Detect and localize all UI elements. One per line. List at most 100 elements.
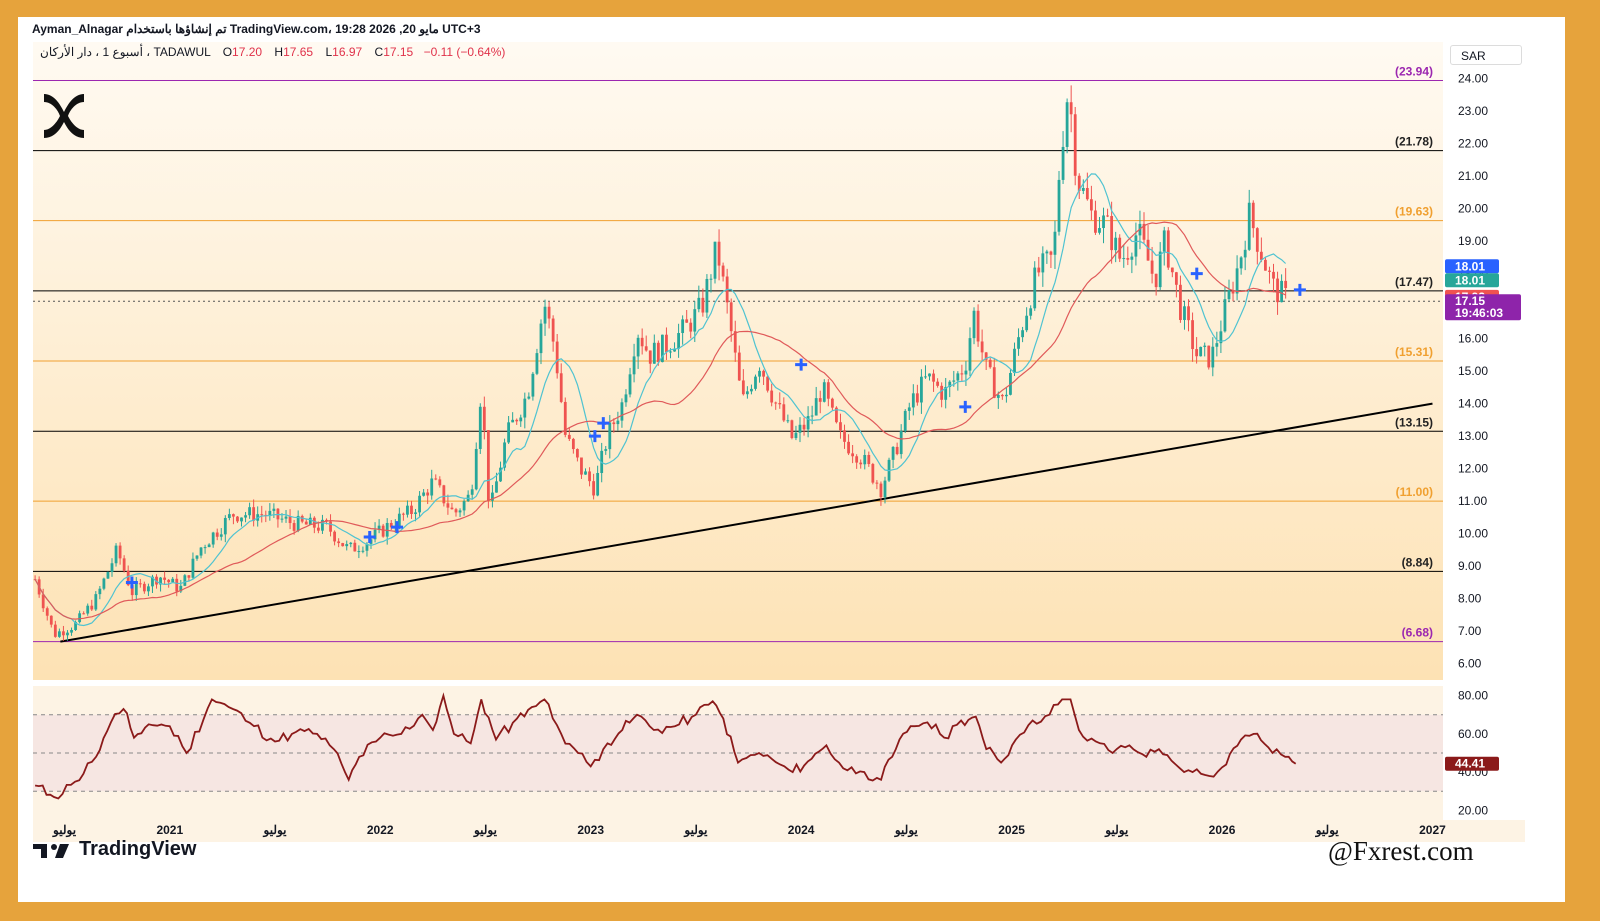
candle-body xyxy=(499,467,502,482)
candle-body xyxy=(697,297,701,310)
candle-body xyxy=(652,342,656,364)
candle-body xyxy=(669,351,672,353)
candle-body xyxy=(1037,267,1041,273)
candle-body xyxy=(110,563,114,573)
candle-body xyxy=(1162,230,1166,252)
candle-body xyxy=(1017,337,1020,349)
price-tag-3 xyxy=(1445,294,1521,321)
rsi-y-tick-3: 80.00 xyxy=(1458,689,1488,703)
candle-body xyxy=(656,342,660,363)
x-tick-11: 2026 xyxy=(1209,823,1236,837)
x-axis-bg xyxy=(33,820,1525,842)
candle-body xyxy=(1219,331,1223,344)
candle-body xyxy=(980,341,984,353)
candle-body xyxy=(365,543,369,551)
candle-body xyxy=(636,337,640,357)
signal-marker-1 xyxy=(363,530,376,543)
candle-body xyxy=(1150,260,1154,274)
candle-body xyxy=(584,471,587,475)
candle-body xyxy=(155,576,158,585)
rsi-value-text: 44.41 xyxy=(1455,757,1485,771)
rsi-line xyxy=(34,692,1297,800)
candle-body xyxy=(280,518,284,520)
candle-body xyxy=(681,319,685,334)
signal-marker-3 xyxy=(588,430,601,443)
candle-body xyxy=(284,516,288,519)
y-tick-7: 13.00 xyxy=(1458,429,1488,443)
candle-body xyxy=(138,583,142,585)
candle-body xyxy=(167,579,171,583)
candle-body xyxy=(304,521,308,525)
candle-body xyxy=(555,341,559,374)
candle-body xyxy=(211,532,215,545)
candle-body xyxy=(1013,348,1016,373)
candle-body xyxy=(790,420,794,439)
x-tick-0: يوليو xyxy=(52,823,77,838)
candle-body xyxy=(758,370,761,377)
candle-body xyxy=(232,514,235,517)
candle-body xyxy=(1187,306,1190,321)
candle-body xyxy=(122,558,126,571)
candles xyxy=(33,85,1288,641)
candle-body xyxy=(717,241,721,266)
candle-body xyxy=(810,415,814,417)
candle-body xyxy=(482,406,486,431)
candle-body xyxy=(454,509,458,513)
candle-body xyxy=(992,367,996,398)
candle-body xyxy=(70,629,73,633)
level-label-2: (19.63) xyxy=(1395,205,1433,219)
candle-body xyxy=(952,380,956,382)
candle-body xyxy=(956,373,960,381)
candle-body xyxy=(1073,114,1077,176)
ohlc-open: 17.20 xyxy=(232,45,263,59)
candle-body xyxy=(106,572,110,579)
candle-body xyxy=(786,420,790,422)
candle-body xyxy=(321,519,324,531)
x-logo-icon xyxy=(40,90,88,147)
candle-body xyxy=(661,334,664,363)
ohlc-close-label: C xyxy=(374,45,384,59)
candle-body xyxy=(891,446,895,460)
level-label-1: (21.78) xyxy=(1395,135,1433,149)
y-tick-10: 16.00 xyxy=(1458,332,1488,346)
candle-body xyxy=(171,578,175,583)
candle-body xyxy=(470,489,474,495)
candle-body xyxy=(632,356,636,375)
candle-body xyxy=(855,456,859,463)
y-tick-9: 15.00 xyxy=(1458,364,1488,378)
candle-body xyxy=(592,481,596,496)
candle-body xyxy=(389,522,393,528)
signal-marker-4 xyxy=(597,417,610,430)
level-label-7: (8.84) xyxy=(1402,555,1433,569)
currency-selector[interactable]: SAR xyxy=(1450,45,1522,65)
candle-body xyxy=(1158,251,1162,288)
signal-marker-7 xyxy=(1190,267,1203,280)
candle-body xyxy=(434,478,438,480)
candle-body xyxy=(507,422,511,443)
y-tick-17: 23.00 xyxy=(1458,104,1488,118)
candle-body xyxy=(1126,258,1130,260)
candle-body xyxy=(1089,199,1093,211)
candle-body xyxy=(1146,239,1150,261)
candle-body xyxy=(486,430,490,501)
candle-body xyxy=(1025,315,1029,331)
candle-body xyxy=(1114,237,1118,251)
candle-body xyxy=(1223,299,1227,332)
signal-marker-2 xyxy=(391,521,404,534)
candle-body xyxy=(576,449,579,458)
candle-body xyxy=(1183,306,1186,320)
candle-body xyxy=(1061,146,1065,180)
x-tick-13: 2027 xyxy=(1419,823,1446,837)
candle-body xyxy=(1280,280,1284,303)
tradingview-logo[interactable]: TradingView xyxy=(33,838,196,861)
candle-body xyxy=(826,382,830,399)
candle-body xyxy=(414,512,417,514)
candle-body xyxy=(118,545,122,559)
candle-body xyxy=(147,586,150,592)
candle-body xyxy=(240,517,243,522)
tradingview-icon xyxy=(33,843,69,858)
candle-body xyxy=(401,513,405,515)
candle-body xyxy=(179,585,183,592)
candle-body xyxy=(98,588,102,595)
